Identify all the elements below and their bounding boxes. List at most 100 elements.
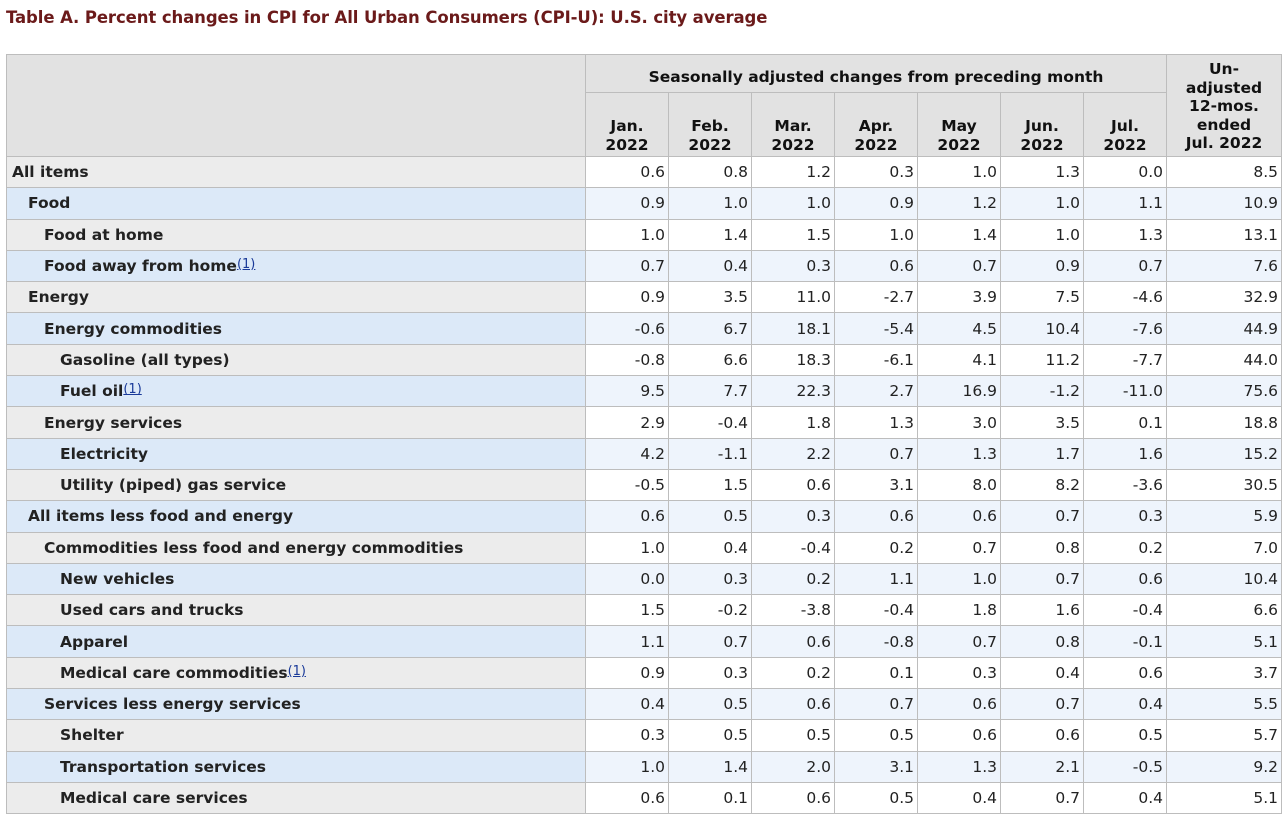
monthly-change-cell: 1.3 (1000, 155, 1084, 189)
unadjusted-line: adjusted (1185, 78, 1263, 97)
item-label: Food away from home (44, 257, 237, 276)
monthly-change-cell: 4.1 (917, 343, 1001, 377)
monthly-change-cell: 0.7 (1000, 500, 1084, 533)
item-label: Medical care commodities (60, 663, 288, 682)
monthly-change-cell: 0.2 (751, 562, 835, 596)
item-label: Energy services (44, 413, 183, 432)
unadjusted-line: 12-mos. (1189, 97, 1259, 116)
seasonal-group-header: Seasonally adjusted changes from precedi… (585, 54, 1167, 93)
month-header-line: May (941, 117, 977, 135)
monthly-change-cell: 0.2 (1083, 531, 1167, 564)
monthly-change-cell: 2.2 (751, 437, 835, 470)
monthly-change-cell: 0.5 (668, 688, 752, 721)
row-label-cell: Medical care commodities(1) (6, 656, 586, 690)
monthly-change-cell: 0.6 (1083, 562, 1167, 596)
item-label: Energy commodities (44, 319, 223, 338)
month-header-line: 2022 (1103, 135, 1147, 154)
table-row: Services less energy services 0.4 0.5 0.6 0.… (6, 688, 1282, 721)
unadjusted-value-cell: 6.6 (1166, 594, 1282, 627)
monthly-change-cell: 18.3 (751, 343, 835, 377)
month-header: Jan. 2022 (585, 92, 669, 157)
monthly-change-cell: -0.4 (668, 406, 752, 439)
monthly-change-cell: 1.1 (834, 562, 918, 596)
monthly-change-cell: 1.8 (917, 594, 1001, 627)
footnote-link[interactable]: (1) (236, 257, 256, 273)
monthly-change-cell: 0.5 (1083, 719, 1167, 752)
monthly-change-cell: 0.6 (751, 468, 835, 502)
monthly-change-cell: 1.0 (917, 155, 1001, 189)
monthly-change-cell: 0.3 (1083, 500, 1167, 533)
unadjusted-value-cell: 8.5 (1166, 155, 1282, 189)
monthly-change-cell: 1.0 (1000, 187, 1084, 220)
monthly-change-cell: 7.7 (668, 375, 752, 408)
row-header-corner (6, 54, 586, 157)
table-row: Energy 0.9 3.5 11.0 -2.7 3.9 7.5 -4.6 32.9 (6, 281, 1282, 314)
monthly-change-cell: 1.3 (917, 750, 1001, 783)
table-row: Food away from home(1) 0.7 0.4 0.3 0.6 0.7 0.9… (6, 249, 1282, 283)
monthly-change-cell: 0.6 (585, 155, 669, 189)
monthly-change-cell: 1.0 (751, 187, 835, 220)
monthly-change-cell: 0.5 (668, 719, 752, 752)
monthly-change-cell: 0.6 (585, 781, 669, 815)
monthly-change-cell: 0.7 (917, 249, 1001, 283)
table-row: Energy commodities -0.6 6.7 18.1 -5.4 4.5 10.4… (6, 312, 1282, 345)
monthly-change-cell: 0.2 (751, 656, 835, 690)
monthly-change-cell: 1.5 (751, 218, 835, 251)
monthly-change-cell: -2.7 (834, 281, 918, 314)
monthly-change-cell: 0.3 (585, 719, 669, 752)
month-header-line: Jan. (610, 117, 644, 135)
monthly-change-cell: 0.7 (834, 437, 918, 470)
month-header-line: Jun. (1025, 117, 1059, 135)
item-label: Utility (piped) gas service (60, 476, 287, 495)
monthly-change-cell: 0.7 (1000, 688, 1084, 721)
row-label-cell: Utility (piped) gas service (6, 468, 586, 502)
row-label-cell: Transportation services (6, 750, 586, 783)
month-header: May 2022 (917, 92, 1001, 157)
monthly-change-cell: 10.4 (1000, 312, 1084, 345)
footnote-link[interactable]: (1) (123, 382, 142, 398)
monthly-change-cell: 0.4 (668, 249, 752, 283)
monthly-change-cell: -3.8 (751, 594, 835, 627)
month-header-line: 2022 (771, 135, 815, 154)
row-label-cell: Food away from home(1) (6, 249, 586, 283)
monthly-change-cell: 11.2 (1000, 343, 1084, 377)
monthly-change-cell: 0.5 (751, 719, 835, 752)
month-header-line: Feb. (691, 117, 729, 135)
monthly-change-cell: 0.1 (668, 781, 752, 815)
monthly-change-cell: -1.2 (1000, 375, 1084, 408)
unadjusted-12mo-header: Un- adjusted 12-mos. ended Jul. 2022 (1166, 54, 1282, 157)
monthly-change-cell: -4.6 (1083, 281, 1167, 314)
item-label: All items (12, 163, 89, 182)
table-row: Fuel oil(1) 9.5 7.7 22.3 2.7 16.9 -1.2 -11.0 75.… (6, 375, 1282, 408)
monthly-change-cell: 0.4 (1083, 781, 1167, 815)
unadjusted-value-cell: 7.0 (1166, 531, 1282, 564)
item-label: Food (28, 194, 71, 213)
cpi-table: Seasonally adjusted changes from precedi… (6, 54, 1282, 815)
row-label-cell: Services less energy services (6, 688, 586, 721)
table-row: Transportation services 1.0 1.4 2.0 3.1 1.3 2.… (6, 750, 1282, 783)
monthly-change-cell: -0.4 (751, 531, 835, 564)
monthly-change-cell: 0.9 (585, 656, 669, 690)
unadjusted-value-cell: 15.2 (1166, 437, 1282, 470)
monthly-change-cell: 1.3 (1083, 218, 1167, 251)
monthly-change-cell: 0.7 (1083, 249, 1167, 283)
unadjusted-value-cell: 7.6 (1166, 249, 1282, 283)
monthly-change-cell: -11.0 (1083, 375, 1167, 408)
table-row: Shelter 0.3 0.5 0.5 0.5 0.6 0.6 0.5 5.7 (6, 719, 1282, 752)
monthly-change-cell: 1.8 (751, 406, 835, 439)
monthly-change-cell: 3.5 (668, 281, 752, 314)
unadjusted-value-cell: 10.9 (1166, 187, 1282, 220)
monthly-change-cell: 4.2 (585, 437, 669, 470)
row-label-cell: Shelter (6, 719, 586, 752)
monthly-change-cell: 1.5 (668, 468, 752, 502)
unadjusted-value-cell: 32.9 (1166, 281, 1282, 314)
unadjusted-value-cell: 5.9 (1166, 500, 1282, 533)
monthly-change-cell: 0.6 (751, 688, 835, 721)
monthly-change-cell: 0.3 (917, 656, 1001, 690)
monthly-change-cell: 0.9 (1000, 249, 1084, 283)
row-label-cell: Energy (6, 281, 586, 314)
item-label: Electricity (60, 444, 148, 463)
monthly-change-cell: 0.4 (1083, 688, 1167, 721)
monthly-change-cell: 7.5 (1000, 281, 1084, 314)
footnote-link[interactable]: (1) (287, 663, 306, 679)
